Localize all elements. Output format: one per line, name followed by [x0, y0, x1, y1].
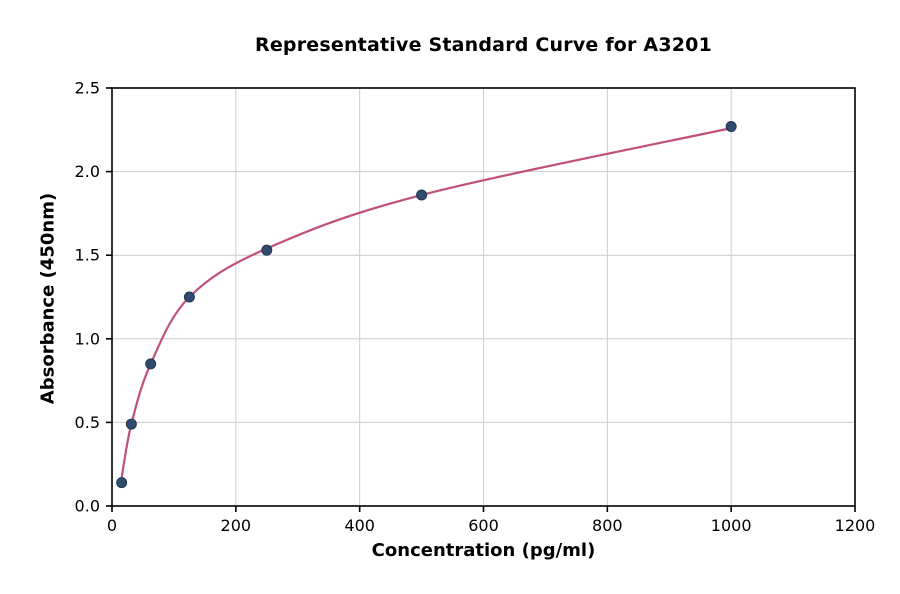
chart-title: Representative Standard Curve for A3201 [254, 34, 713, 56]
x-tick-label: 1200 [835, 516, 876, 535]
y-tick-label: 1.0 [75, 329, 100, 348]
x-tick-label: 1000 [711, 516, 752, 535]
x-tick-label: 400 [344, 516, 375, 535]
data-point-marker [116, 477, 128, 489]
data-point-marker [183, 291, 195, 303]
y-tick-label: 2.0 [75, 162, 100, 181]
y-tick-label: 0.5 [75, 413, 100, 432]
x-tick-label: 600 [468, 516, 499, 535]
x-tick-label: 200 [221, 516, 252, 535]
x-axis-label: Concentration (pg/ml) [371, 540, 596, 561]
data-point-marker [725, 120, 737, 132]
data-point-marker [125, 418, 137, 430]
data-point-marker [416, 189, 428, 201]
y-tick-label: 2.5 [75, 79, 100, 98]
x-tick-label: 800 [592, 516, 623, 535]
data-point-marker [261, 244, 273, 256]
y-tick-label: 1.5 [75, 246, 100, 265]
y-tick-label: 0.0 [75, 497, 100, 516]
x-tick-label: 0 [107, 516, 117, 535]
data-point-marker [145, 358, 157, 370]
fit-curve-line [120, 127, 732, 478]
